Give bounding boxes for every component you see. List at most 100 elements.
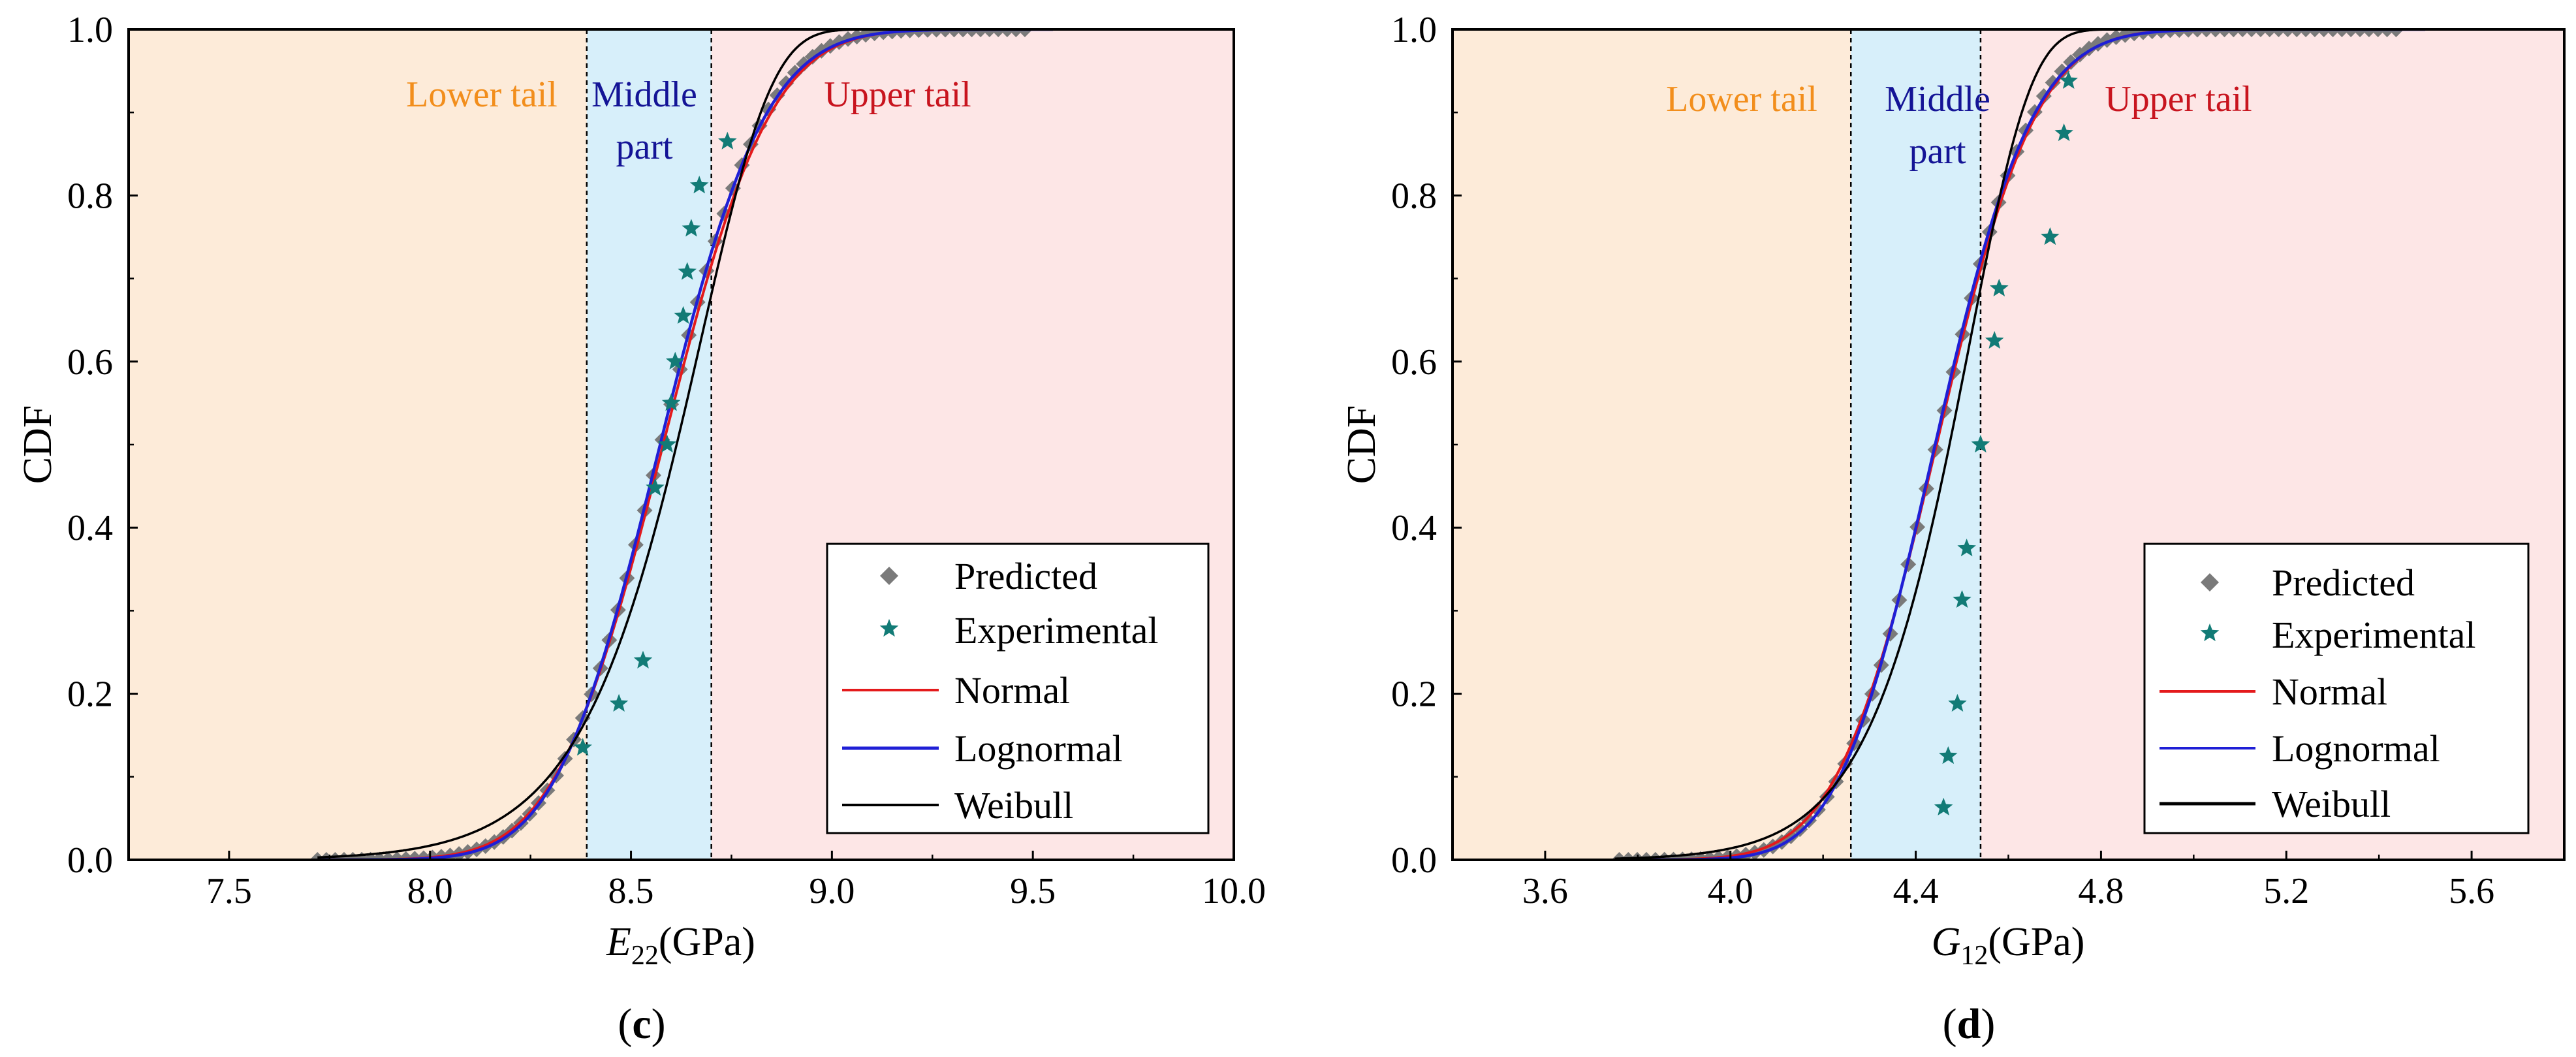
panel-d-caption-letter: d (1957, 1000, 1981, 1048)
panel-c-experimental-point (678, 262, 697, 280)
panel-c-region-middle-part (586, 29, 712, 860)
panel-d-legend-experimental-marker (2200, 623, 2220, 642)
panel-c-x-tick-label: 8.5 (608, 871, 654, 911)
panel-c-x-tick-label: 9.0 (809, 871, 855, 911)
panel-d-markers (1934, 71, 2078, 815)
panel-d-x-tick-label: 4.0 (1708, 871, 1753, 911)
panel-d-legend-normal-label: Normal (2272, 670, 2387, 713)
panel-d-x-tick-label: 4.4 (1893, 871, 1939, 911)
panel-d-region-lower-tail (1453, 29, 1851, 860)
panel-c-y-tick-label: 0.6 (67, 342, 113, 383)
panel-d-legend-experimental-label: Experimental (2272, 614, 2475, 656)
panel-c-legend-predicted-marker (880, 567, 898, 585)
panel-c-y-axis-title: CDF (16, 405, 60, 484)
panel-d-y-tick-label: 0.6 (1391, 342, 1437, 383)
panel-c-experimental-point (633, 650, 653, 669)
panel-d-y-tick-label: 1.0 (1391, 10, 1437, 50)
panel-c-x-tick-label: 7.5 (206, 871, 252, 911)
panel-c-legend-weibull-label: Weibull (954, 784, 1073, 827)
panel-c-x-axis-title: E22(GPa) (606, 920, 755, 971)
panel-d-x-axis-symbol: G (1932, 920, 1961, 964)
panel-d-curves (1611, 29, 2426, 860)
panel-c-middle-label-line1: Middle (591, 74, 697, 115)
panel-d-x-tick-label: 5.2 (2263, 871, 2309, 911)
panel-c-experimental-point (573, 738, 592, 756)
panel-d-experimental-point (2041, 227, 2060, 245)
panel-c-chart: 7.5 8.0 8.5 9.0 9.5 10.0 0.0 0.2 0.4 0.6 0.8 1.0 Lo… (16, 10, 1266, 1048)
panel-d-legend-predicted-marker (2201, 573, 2219, 592)
panel-d-experimental-point (2054, 123, 2073, 142)
panel-d-x-axis-title: G12(GPa) (1932, 920, 2085, 971)
panel-c-region-dividers (586, 29, 712, 860)
panel-c-legend-normal-label: Normal (954, 669, 1070, 712)
panel-d-x-tick-label: 5.6 (2449, 871, 2494, 911)
panel-c-legend-predicted-label: Predicted (954, 555, 1097, 597)
panel-d-predicted-point (2054, 63, 2070, 80)
panel-c-experimental-point (609, 693, 629, 712)
panel-c-x-axis-unit: (GPa) (659, 920, 755, 964)
panel-c-legend-experimental-label: Experimental (954, 609, 1158, 652)
panel-d-experimental-point (1953, 590, 1971, 608)
panel-c-weibull-curve (317, 29, 1053, 859)
panel-c-experimental-point (646, 478, 665, 496)
panel-c-y-tick-label: 0.8 (67, 176, 113, 216)
panel-d-experimental-point (1971, 435, 1990, 453)
panel-d-experimental-point (1985, 331, 2004, 349)
panel-d-predicted-point (2063, 54, 2079, 71)
panel-c-legend-box (826, 543, 1210, 834)
panel-d-y-axis-title: CDF (1340, 405, 1384, 484)
panel-d-legend-box (2143, 543, 2530, 834)
panel-d-lognormal-curve (1614, 29, 2426, 860)
panel-c-lower-tail-label: Lower tail (406, 74, 558, 115)
panel-d-experimental-point (1934, 797, 1953, 815)
panel-c-experimental-point (682, 219, 701, 237)
panel-c-predicted-point (1016, 29, 1033, 37)
panel-c-y-tick-label: 0.0 (67, 840, 113, 881)
panel-d-y-tick-label: 0.0 (1391, 840, 1437, 881)
panel-d-predicted-point (1792, 821, 1808, 838)
panel-d-legend-weibull-label: Weibull (2272, 783, 2391, 825)
panel-d-upper-tail-label: Upper tail (2105, 79, 2252, 119)
panel-c-x-tick-label: 10.0 (1202, 871, 1266, 911)
panel-d-y-tick-label: 0.4 (1391, 508, 1437, 548)
panel-c-axis-ticks: 7.5 8.0 8.5 9.0 9.5 10.0 0.0 0.2 0.4 0.6 0.8 1.0 (67, 10, 1266, 911)
panel-d-region-dividers (1849, 29, 1982, 860)
panel-c-x-tick-label: 9.5 (1010, 871, 1056, 911)
panel-d-legend: Predicted Experimental Normal Lognormal … (2143, 543, 2530, 834)
panel-d-lower-tail-label: Lower tail (1666, 79, 1817, 119)
panel-c-experimental-point (674, 306, 693, 324)
panel-c-experimental-point (666, 351, 685, 370)
panel-d-experimental-point (1939, 746, 1958, 765)
panel-d-middle-label-line1: Middle (1885, 79, 1990, 119)
panel-c-caption-letter: c (632, 1000, 651, 1048)
panel-c-caption: (c) (618, 1000, 665, 1048)
panel-d-legend-lognormal-label: Lognormal (2272, 727, 2440, 770)
panel-d-caption: (d) (1943, 1000, 1996, 1048)
panel-d-experimental-point (1957, 539, 1976, 557)
panel-d-x-axis-subscript: 12 (1960, 941, 1988, 971)
panel-c-region-lower-tail (129, 29, 587, 860)
panel-c-experimental-point (657, 435, 677, 453)
panel-d-middle-label-line2: part (1909, 131, 1966, 172)
panel-d-chart: 3.6 4.0 4.4 4.8 5.2 5.6 0.0 0.2 0.4 0.6 0.8 1.0 Low… (1340, 10, 2566, 1048)
panel-d-predicted-point (2388, 29, 2404, 37)
panel-c-experimental-point (718, 131, 737, 150)
panel-d-x-tick-label: 4.8 (2078, 871, 2124, 911)
panel-d-x-tick-label: 3.6 (1522, 871, 1568, 911)
panel-c-markers (573, 131, 737, 756)
panel-c-experimental-point (661, 393, 681, 411)
panel-d-x-axis-unit: (GPa) (1988, 920, 2084, 964)
panel-c-x-axis-subscript: 22 (631, 941, 659, 971)
panel-c-middle-label-line2: part (616, 127, 673, 167)
panel-c-experimental-point (689, 176, 709, 194)
panel-c-y-tick-label: 0.4 (67, 508, 113, 548)
panel-c-x-tick-label: 8.0 (407, 871, 453, 911)
panel-c-x-axis-symbol: E (606, 920, 631, 964)
panel-c-upper-tail-label: Upper tail (824, 74, 971, 115)
panel-c-legend-lognormal-label: Lognormal (954, 727, 1123, 770)
panel-d-regions (1453, 29, 2564, 860)
panel-d-legend-predicted-label: Predicted (2272, 561, 2415, 604)
panel-c-legend-experimental-marker (879, 619, 899, 637)
panel-d-normal-curve (1614, 29, 2426, 860)
